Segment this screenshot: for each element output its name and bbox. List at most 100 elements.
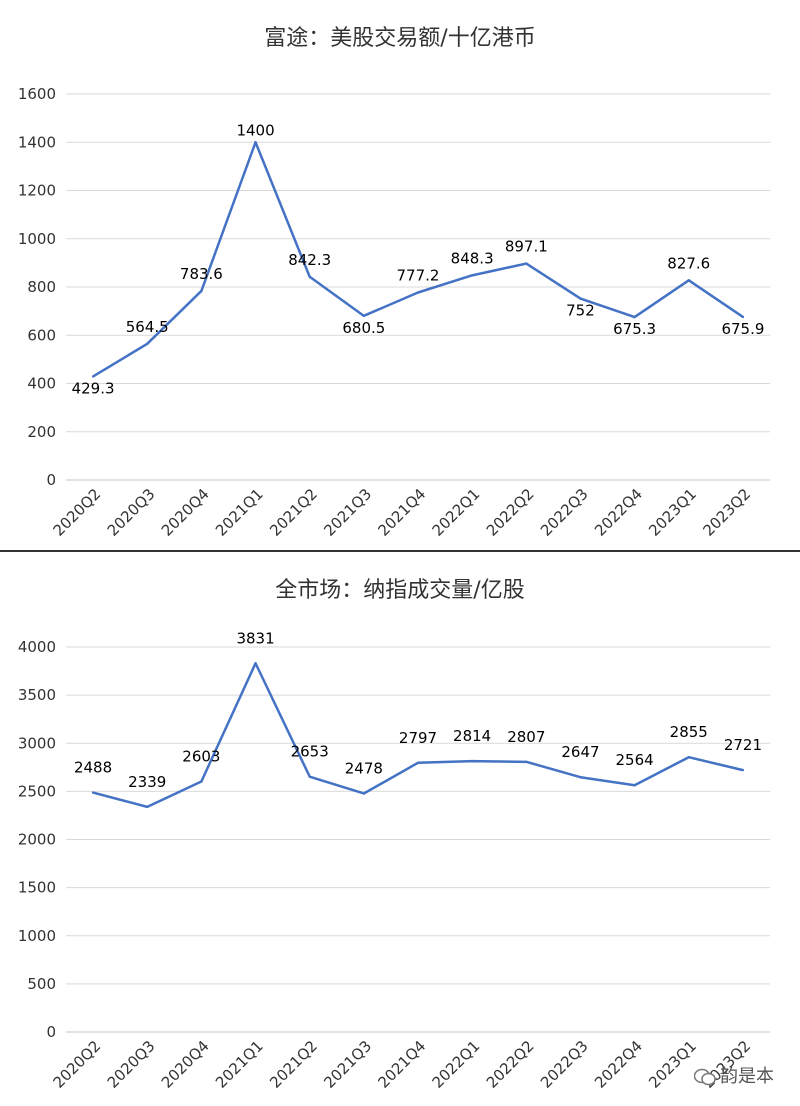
y-tick-label: 1000	[18, 927, 56, 945]
x-tick-label: 2023Q1	[645, 485, 700, 540]
y-tick-label: 1500	[18, 879, 56, 897]
x-tick-label: 2022Q2	[483, 1037, 538, 1092]
data-label: 2603	[182, 747, 220, 765]
data-label: 429.3	[72, 379, 115, 397]
data-label: 680.5	[342, 319, 385, 337]
y-tick-label: 500	[27, 975, 56, 993]
data-label: 783.6	[180, 265, 223, 283]
x-tick-label: 2021Q3	[320, 485, 375, 540]
data-label: 3831	[236, 629, 274, 647]
y-tick-label: 0	[46, 1023, 56, 1041]
data-label: 848.3	[451, 249, 494, 267]
data-point	[470, 759, 474, 763]
y-tick-label: 3000	[18, 734, 56, 752]
data-label: 2488	[74, 759, 112, 777]
data-point	[633, 315, 636, 319]
y-tick-label: 200	[27, 423, 56, 441]
chart-title: 富途：美股交易额/十亿港币	[264, 26, 536, 51]
data-point	[254, 141, 257, 144]
x-tick-label: 2021Q1	[212, 485, 267, 540]
x-tick-label: 2022Q1	[429, 485, 484, 540]
data-label: 675.9	[721, 320, 764, 338]
x-tick-label: 2021Q2	[266, 1037, 321, 1092]
x-tick-label: 2022Q3	[537, 485, 592, 540]
data-label: 2478	[345, 759, 383, 777]
x-tick-label: 2021Q1	[212, 1037, 267, 1092]
x-tick-label: 2020Q2	[50, 1037, 105, 1092]
x-tick-label: 2020Q2	[50, 485, 105, 540]
x-tick-label: 2020Q4	[158, 1037, 213, 1092]
data-label: 2807	[507, 728, 545, 746]
chart-panel-futu: 富途：美股交易额/十亿港币 0 200 400 600 800 1000 1200 1400 1…	[0, 0, 800, 552]
data-point	[362, 792, 366, 795]
y-tick-label: 600	[27, 326, 56, 344]
data-point	[470, 274, 474, 277]
x-tick-label: 2022Q4	[591, 1037, 646, 1092]
y-tick-label: 400	[27, 375, 56, 393]
data-label: 1400	[236, 121, 274, 139]
data-point	[687, 279, 690, 282]
data-point	[200, 289, 203, 293]
x-tick-label: 2021Q4	[374, 1037, 429, 1092]
data-label: 2653	[291, 743, 329, 761]
data-point	[741, 315, 745, 319]
x-tick-label: 2021Q4	[374, 485, 429, 540]
data-label: 897.1	[505, 238, 548, 256]
x-tick-label: 2020Q3	[104, 485, 159, 540]
data-label: 2647	[561, 743, 599, 761]
data-point	[741, 768, 745, 772]
x-tick-label: 2022Q4	[591, 485, 646, 540]
data-label: 2814	[453, 727, 491, 745]
y-tick-label: 0	[46, 471, 56, 489]
y-tick-label: 1600	[18, 85, 56, 103]
y-tick-label: 1000	[18, 230, 56, 248]
x-tick-label: 2021Q2	[266, 485, 321, 540]
data-point	[416, 761, 420, 764]
series-line	[92, 141, 744, 378]
data-point	[254, 662, 257, 665]
data-point	[146, 342, 149, 346]
x-tick-label: 2023Q2	[699, 485, 754, 540]
data-label: 675.3	[613, 320, 656, 338]
x-tick-label: 2022Q3	[537, 1037, 592, 1092]
y-tick-label: 800	[27, 278, 56, 296]
x-tick-label: 2022Q1	[429, 1037, 484, 1092]
y-tick-label: 1200	[18, 182, 56, 200]
y-tick-label: 2500	[18, 782, 56, 800]
chart-panel-nasdaq: 全市场：纳指成交量/亿股 0 500 1000 1500 2000 2500 3000 350…	[0, 554, 800, 1106]
y-tick-label: 4000	[18, 638, 56, 656]
x-tick-label: 2021Q3	[320, 1037, 375, 1092]
watermark-text: 韵是本	[720, 1066, 774, 1087]
chart-title: 全市场：纳指成交量/亿股	[275, 578, 525, 603]
data-point	[633, 784, 636, 787]
x-tick-label: 2020Q3	[104, 1037, 159, 1092]
data-point	[416, 291, 420, 294]
data-label: 2797	[399, 729, 437, 747]
data-point	[579, 297, 582, 300]
data-point	[146, 805, 149, 809]
data-point	[200, 780, 203, 783]
data-label: 2855	[670, 723, 708, 741]
data-label: 827.6	[667, 254, 710, 272]
data-label: 2721	[724, 736, 762, 754]
data-label: 777.2	[397, 267, 440, 285]
data-point	[525, 760, 528, 764]
data-label: 2339	[128, 773, 166, 791]
data-label: 752	[566, 302, 595, 320]
data-point	[91, 791, 95, 794]
data-point	[308, 775, 311, 778]
x-tick-label: 2022Q2	[483, 485, 538, 540]
data-point	[362, 314, 366, 318]
wechat-icon	[693, 1068, 716, 1086]
data-point	[308, 275, 311, 278]
data-label: 2564	[616, 751, 654, 769]
data-label: 842.3	[288, 251, 331, 269]
data-point	[91, 375, 95, 378]
data-point	[525, 262, 528, 265]
x-tick-label: 2023Q1	[645, 1037, 700, 1092]
data-point	[687, 756, 690, 759]
y-tick-label: 1400	[18, 133, 56, 151]
line-chart-futu: 0 200 400 600 800 1000 1200 1400 1600 2020Q2 2020Q…	[18, 85, 770, 540]
watermark: 韵是本	[693, 1062, 774, 1088]
data-label: 564.5	[126, 318, 169, 336]
